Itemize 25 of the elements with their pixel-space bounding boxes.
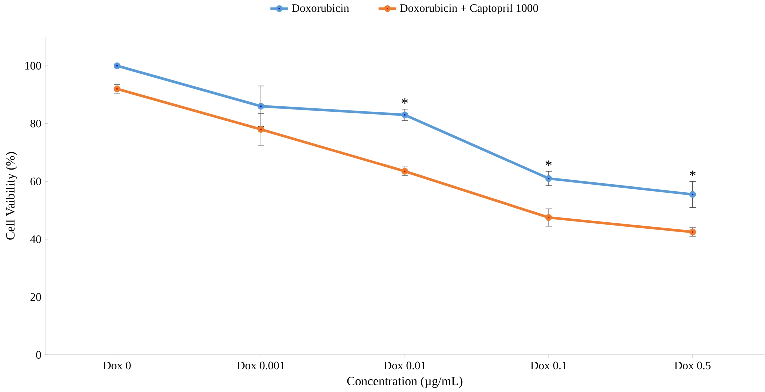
legend-label: Doxorubicin + Captopril 1000 bbox=[400, 4, 538, 15]
point bbox=[689, 191, 696, 198]
x-tick-label: Dox 0.01 bbox=[384, 362, 426, 370]
y-tick-label: 0 bbox=[36, 351, 42, 360]
point bbox=[546, 176, 552, 182]
legend-label: Doxorubicin bbox=[292, 4, 350, 12]
point bbox=[546, 214, 552, 222]
x-axis-title: Concentration (µg/mL) bbox=[347, 376, 463, 388]
y-axis-title: Cell Vaibility (%) bbox=[6, 152, 18, 240]
y-tick-label: 60 bbox=[30, 178, 42, 186]
y-tick-label: 20 bbox=[30, 294, 42, 302]
y-tick-label: 80 bbox=[30, 120, 42, 128]
annotation: * bbox=[690, 171, 696, 176]
y-tick-label: 40 bbox=[30, 236, 42, 244]
annotation: * bbox=[546, 160, 552, 166]
point bbox=[258, 103, 265, 110]
y-tick-label: 100 bbox=[26, 62, 42, 70]
point bbox=[114, 62, 121, 70]
point bbox=[258, 126, 265, 134]
x-tick-label: Dox 0 bbox=[103, 362, 131, 370]
x-tick-label: Dox 0.001 bbox=[237, 362, 285, 370]
x-tick-label: Dox 0.5 bbox=[674, 362, 711, 370]
point bbox=[402, 112, 408, 119]
annotation: * bbox=[402, 98, 408, 104]
x-tick-label: Dox 0.1 bbox=[530, 362, 567, 370]
